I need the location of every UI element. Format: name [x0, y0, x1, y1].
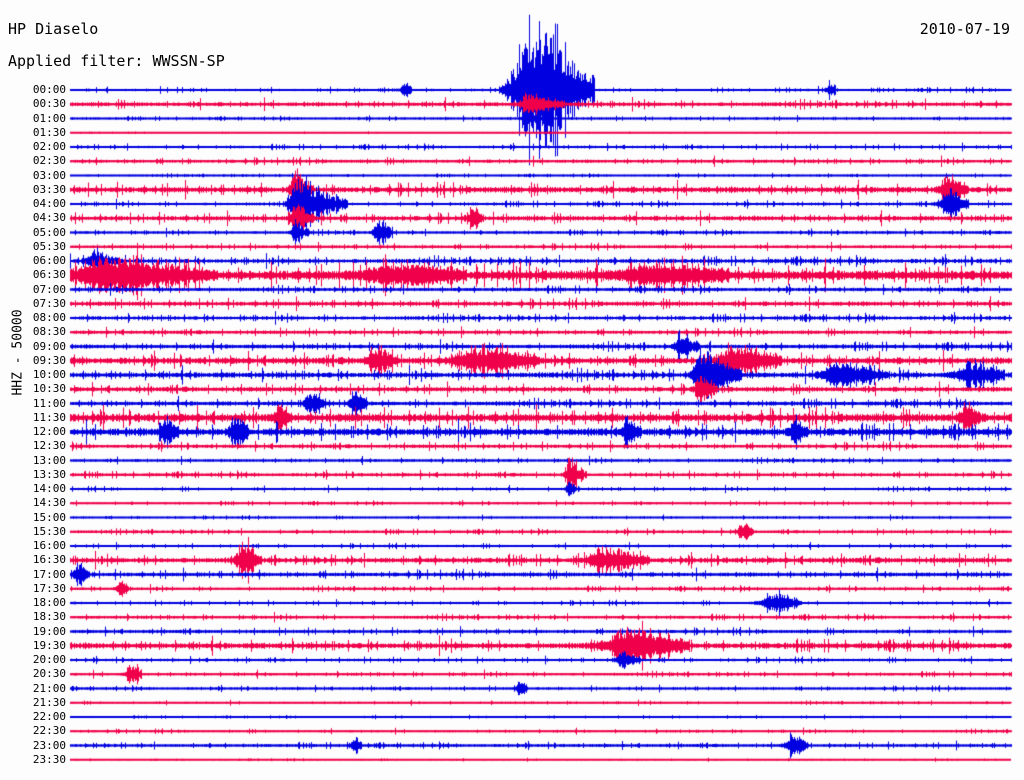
- time-label: 04:00: [32, 197, 66, 210]
- time-label: 13:00: [32, 453, 66, 467]
- time-label: 22:30: [32, 724, 66, 738]
- time-label: 15:00: [32, 510, 66, 524]
- time-label: 17:00: [32, 567, 66, 581]
- time-label: 09:30: [32, 353, 66, 367]
- time-label: 10:00: [32, 368, 66, 381]
- time-label: 15:30: [32, 524, 66, 538]
- time-label: 02:30: [32, 154, 66, 168]
- time-label: 23:00: [32, 738, 66, 752]
- time-label: 03:30: [32, 182, 66, 196]
- time-label: 11:00: [32, 396, 66, 410]
- time-label: 08:30: [32, 325, 66, 339]
- time-label: 20:00: [32, 653, 66, 666]
- time-label: 00:30: [32, 97, 66, 111]
- time-label: 21:30: [32, 695, 66, 709]
- time-label: 00:00: [32, 83, 66, 96]
- time-label: 14:00: [32, 482, 66, 495]
- time-label: 06:00: [32, 254, 66, 267]
- time-label: 22:00: [32, 710, 66, 723]
- time-label: 01:30: [32, 125, 66, 139]
- time-label: 19:00: [32, 624, 66, 638]
- time-label: 07:30: [32, 296, 66, 310]
- time-label: 14:30: [32, 496, 66, 510]
- time-label: 03:00: [32, 168, 66, 182]
- time-label: 11:30: [32, 410, 66, 424]
- time-label: 21:00: [32, 681, 66, 695]
- time-label: 12:00: [32, 425, 66, 438]
- time-label: 06:30: [32, 268, 66, 282]
- time-label: 08:00: [32, 311, 66, 324]
- time-label: 20:30: [32, 667, 66, 681]
- time-label: 04:30: [32, 211, 66, 225]
- time-axis-labels: 00:00 00:30 01:00 01:30 02:00 02:30 03:00 03:30…: [0, 0, 70, 780]
- time-label: 07:00: [32, 282, 66, 296]
- time-label: 16:00: [32, 539, 66, 552]
- time-label: 02:00: [32, 140, 66, 153]
- time-label: 16:30: [32, 553, 66, 567]
- time-label: 01:00: [32, 111, 66, 125]
- time-label: 10:30: [32, 382, 66, 396]
- time-label: 13:30: [32, 467, 66, 481]
- time-label: 05:00: [32, 225, 66, 239]
- time-label: 12:30: [32, 439, 66, 453]
- time-label: 23:30: [32, 752, 66, 766]
- time-label: 18:30: [32, 610, 66, 624]
- time-label: 19:30: [32, 638, 66, 652]
- time-label: 05:30: [32, 239, 66, 253]
- time-label: 09:00: [32, 339, 66, 353]
- time-label: 17:30: [32, 581, 66, 595]
- time-label: 18:00: [32, 596, 66, 609]
